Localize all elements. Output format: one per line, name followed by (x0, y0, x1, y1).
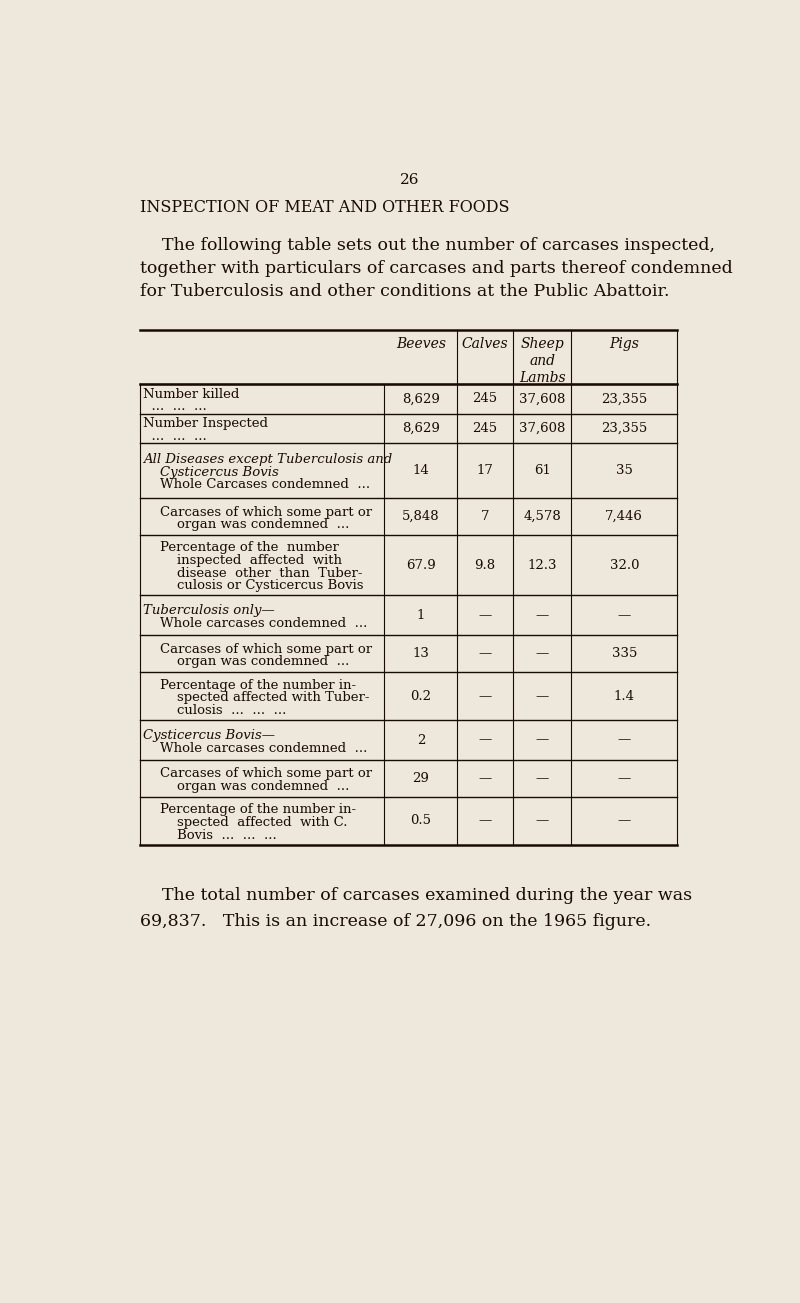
Text: 29: 29 (413, 771, 430, 784)
Text: —: — (618, 734, 631, 747)
Text: together with particulars of carcases and parts thereof condemned: together with particulars of carcases an… (140, 261, 733, 278)
Text: Whole carcases condemned  ...: Whole carcases condemned ... (143, 741, 368, 754)
Text: culosis or Cysticercus Bovis: culosis or Cysticercus Bovis (143, 580, 364, 593)
Text: —: — (478, 689, 492, 702)
Text: —: — (618, 609, 631, 622)
Text: 245: 245 (473, 392, 498, 405)
Text: 4,578: 4,578 (523, 511, 561, 524)
Text: Carcases of which some part or: Carcases of which some part or (143, 767, 373, 780)
Text: Percentage of the number in-: Percentage of the number in- (143, 679, 357, 692)
Text: Carcases of which some part or: Carcases of which some part or (143, 642, 373, 655)
Text: 0.5: 0.5 (410, 814, 431, 827)
Text: ...  ...  ...: ... ... ... (143, 430, 207, 443)
Text: 14: 14 (413, 464, 430, 477)
Text: Beeves: Beeves (396, 336, 446, 351)
Text: organ was condemned  ...: organ was condemned ... (143, 655, 350, 668)
Text: 8,629: 8,629 (402, 392, 440, 405)
Text: 12.3: 12.3 (527, 559, 557, 572)
Text: All Diseases except Tuberculosis and: All Diseases except Tuberculosis and (143, 453, 393, 466)
Text: 7: 7 (481, 511, 490, 524)
Text: Calves: Calves (462, 336, 509, 351)
Text: —: — (618, 814, 631, 827)
Text: ...  ...  ...: ... ... ... (143, 400, 207, 413)
Text: 37,608: 37,608 (519, 422, 566, 435)
Text: —: — (478, 609, 492, 622)
Text: —: — (535, 648, 549, 661)
Text: 7,446: 7,446 (606, 511, 643, 524)
Text: Whole Carcases condemned  ...: Whole Carcases condemned ... (143, 478, 370, 491)
Text: —: — (535, 771, 549, 784)
Text: Sheep
and
Lambs: Sheep and Lambs (519, 336, 566, 386)
Text: 61: 61 (534, 464, 550, 477)
Text: 245: 245 (473, 422, 498, 435)
Text: —: — (535, 689, 549, 702)
Text: organ was condemned  ...: organ was condemned ... (143, 519, 350, 532)
Text: 37,608: 37,608 (519, 392, 566, 405)
Text: Whole carcases condemned  ...: Whole carcases condemned ... (143, 616, 368, 629)
Text: 32.0: 32.0 (610, 559, 639, 572)
Text: 5,848: 5,848 (402, 511, 440, 524)
Text: —: — (535, 609, 549, 622)
Text: —: — (478, 734, 492, 747)
Text: Tuberculosis only—: Tuberculosis only— (143, 605, 275, 618)
Text: culosis  ...  ...  ...: culosis ... ... ... (143, 704, 286, 717)
Text: INSPECTION OF MEAT AND OTHER FOODS: INSPECTION OF MEAT AND OTHER FOODS (140, 199, 510, 216)
Text: Cysticercus Bovis: Cysticercus Bovis (143, 465, 279, 478)
Text: Number killed: Number killed (143, 388, 240, 401)
Text: Pigs: Pigs (610, 336, 639, 351)
Text: organ was condemned  ...: organ was condemned ... (143, 780, 350, 794)
Text: 13: 13 (413, 648, 430, 661)
Text: —: — (478, 648, 492, 661)
Text: spected  affected  with C.: spected affected with C. (143, 816, 348, 829)
Text: Cysticercus Bovis—: Cysticercus Bovis— (143, 728, 275, 741)
Text: Percentage of the number in-: Percentage of the number in- (143, 804, 357, 817)
Text: The total number of carcases examined during the year was: The total number of carcases examined du… (140, 887, 693, 904)
Text: 1.4: 1.4 (614, 689, 634, 702)
Text: —: — (478, 771, 492, 784)
Text: —: — (618, 771, 631, 784)
Text: 0.2: 0.2 (410, 689, 431, 702)
Text: 26: 26 (400, 173, 420, 188)
Text: 67.9: 67.9 (406, 559, 436, 572)
Text: 23,355: 23,355 (601, 422, 647, 435)
Text: Carcases of which some part or: Carcases of which some part or (143, 506, 373, 519)
Text: The following table sets out the number of carcases inspected,: The following table sets out the number … (140, 237, 715, 254)
Text: 2: 2 (417, 734, 425, 747)
Text: 23,355: 23,355 (601, 392, 647, 405)
Text: spected affected with Tuber-: spected affected with Tuber- (143, 692, 370, 705)
Text: inspected  affected  with: inspected affected with (143, 554, 342, 567)
Text: —: — (535, 814, 549, 827)
Text: 69,837.   This is an increase of 27,096 on the 1965 figure.: 69,837. This is an increase of 27,096 on… (140, 913, 651, 930)
Text: 8,629: 8,629 (402, 422, 440, 435)
Text: for Tuberculosis and other conditions at the Public Abattoir.: for Tuberculosis and other conditions at… (140, 284, 670, 301)
Text: 335: 335 (612, 648, 637, 661)
Text: —: — (478, 814, 492, 827)
Text: 35: 35 (616, 464, 633, 477)
Text: 17: 17 (477, 464, 494, 477)
Text: Bovis  ...  ...  ...: Bovis ... ... ... (143, 829, 277, 842)
Text: Number Inspected: Number Inspected (143, 417, 268, 430)
Text: 9.8: 9.8 (474, 559, 496, 572)
Text: Percentage of the  number: Percentage of the number (143, 541, 339, 554)
Text: disease  other  than  Tuber-: disease other than Tuber- (143, 567, 363, 580)
Text: 1: 1 (417, 609, 425, 622)
Text: —: — (535, 734, 549, 747)
